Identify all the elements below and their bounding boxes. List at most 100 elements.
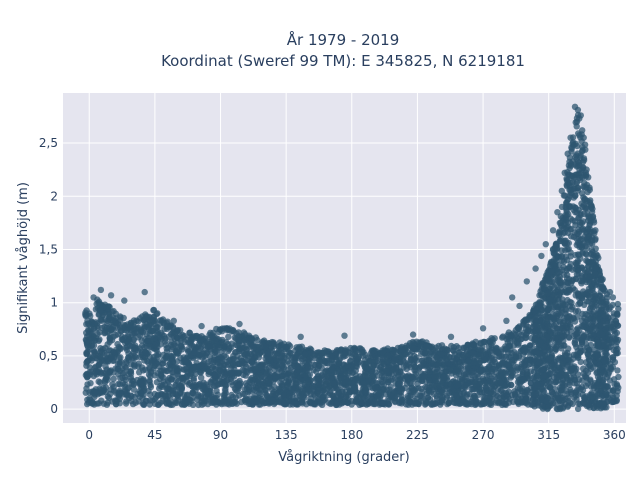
data-point xyxy=(198,374,205,381)
data-point xyxy=(432,348,440,355)
data-point xyxy=(584,350,591,357)
data-point xyxy=(142,366,149,373)
data-point xyxy=(246,379,253,386)
data-point xyxy=(178,375,185,382)
data-point xyxy=(448,342,455,350)
data-point xyxy=(478,366,486,373)
data-point xyxy=(328,353,335,360)
data-point xyxy=(250,345,257,352)
data-point xyxy=(248,335,255,343)
data-point xyxy=(573,179,581,186)
data-point xyxy=(218,354,225,361)
data-point xyxy=(123,360,130,367)
data-point xyxy=(443,367,450,375)
data-point xyxy=(87,312,94,320)
data-point xyxy=(360,384,368,391)
data-point xyxy=(539,280,547,287)
data-point xyxy=(149,397,156,404)
data-point xyxy=(194,335,202,342)
data-point xyxy=(562,211,569,219)
data-point xyxy=(410,345,417,352)
data-point xyxy=(514,399,521,406)
data-point xyxy=(115,392,123,399)
data-point xyxy=(398,397,405,404)
data-point xyxy=(504,333,512,340)
data-point xyxy=(463,347,471,354)
data-point xyxy=(252,365,259,373)
data-point xyxy=(505,361,512,368)
data-point xyxy=(132,342,139,349)
data-point xyxy=(299,387,306,395)
data-point xyxy=(241,390,248,398)
data-point xyxy=(614,311,621,318)
data-point xyxy=(305,386,312,393)
data-point xyxy=(83,385,90,392)
data-point xyxy=(584,369,592,376)
data-point xyxy=(258,397,266,404)
data-point xyxy=(590,384,598,391)
data-point xyxy=(211,365,218,373)
data-point xyxy=(538,324,545,331)
data-point xyxy=(385,376,392,383)
data-point xyxy=(427,350,434,357)
data-point xyxy=(567,253,574,260)
data-point xyxy=(223,377,230,384)
data-point xyxy=(91,364,98,372)
data-point xyxy=(244,369,251,376)
data-point xyxy=(139,348,146,356)
data-point xyxy=(614,300,621,308)
data-point xyxy=(160,374,167,381)
data-point xyxy=(136,393,144,400)
data-point xyxy=(518,387,525,395)
data-point xyxy=(579,174,586,181)
data-point xyxy=(581,141,589,148)
data-point xyxy=(408,373,416,380)
data-point xyxy=(115,343,123,351)
chart-title-line1: År 1979 - 2019 xyxy=(287,30,400,49)
data-point xyxy=(258,362,265,370)
data-point xyxy=(462,371,470,378)
data-point xyxy=(180,366,187,373)
data-point xyxy=(367,358,374,365)
data-point xyxy=(344,362,352,369)
data-point xyxy=(378,381,385,388)
data-point xyxy=(413,338,420,345)
data-point xyxy=(471,386,478,393)
data-point xyxy=(267,355,274,362)
data-point xyxy=(481,379,488,387)
data-point xyxy=(181,358,189,365)
data-point xyxy=(481,356,488,364)
data-point xyxy=(86,371,94,378)
data-point xyxy=(163,385,170,392)
data-point xyxy=(565,239,572,247)
data-point xyxy=(345,377,352,385)
data-point xyxy=(573,123,580,130)
data-point xyxy=(515,325,522,332)
data-point xyxy=(146,343,154,350)
data-point xyxy=(174,327,181,335)
data-point xyxy=(237,382,244,389)
data-point xyxy=(227,369,235,377)
data-point xyxy=(144,324,152,331)
data-point xyxy=(426,356,433,364)
data-point xyxy=(450,392,458,399)
data-point xyxy=(391,354,399,362)
data-point xyxy=(611,326,618,333)
data-point xyxy=(412,400,419,407)
data-point xyxy=(531,355,538,363)
data-point xyxy=(272,375,279,382)
data-point xyxy=(195,391,202,398)
data-point xyxy=(130,386,138,393)
data-point xyxy=(304,364,312,371)
data-point xyxy=(543,272,550,279)
data-point xyxy=(252,399,259,406)
data-point xyxy=(103,401,111,408)
data-point xyxy=(241,330,249,338)
data-point xyxy=(305,356,312,364)
data-point xyxy=(582,205,589,212)
data-point xyxy=(375,390,382,397)
data-point xyxy=(135,334,142,341)
data-point xyxy=(101,379,109,386)
data-point xyxy=(217,326,224,333)
